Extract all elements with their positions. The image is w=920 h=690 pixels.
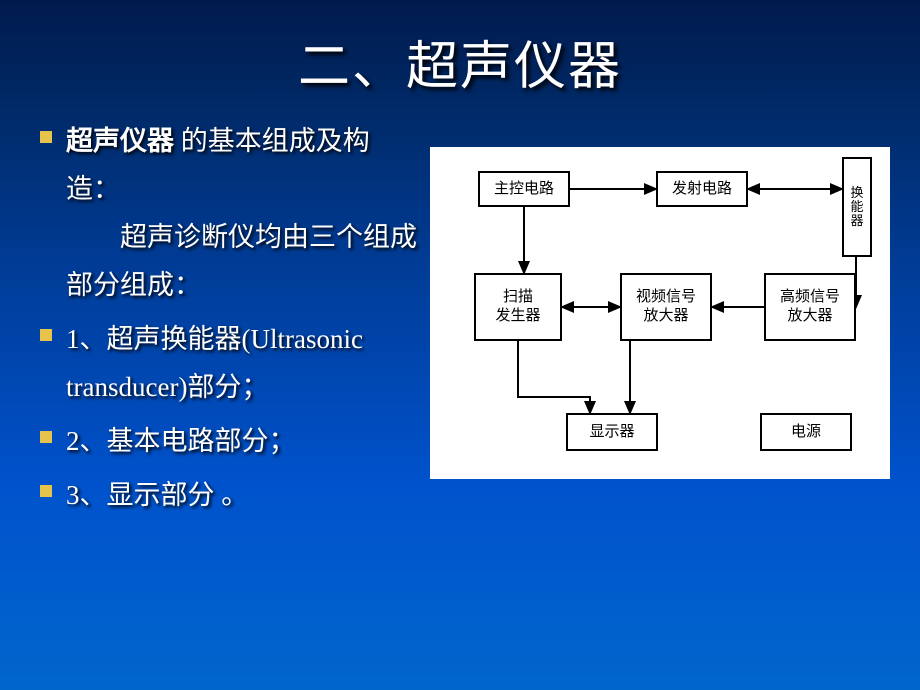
slide: 二、超声仪器 超声仪器 的基本组成及构造：超声诊断仪均由三个组成部分组成：1、超… (0, 0, 920, 690)
bullet-text: 超声仪器 的基本组成及构造：超声诊断仪均由三个组成部分组成： (66, 117, 420, 309)
bullet-icon (40, 431, 52, 443)
node-tx_circ: 发射电路 (656, 171, 748, 207)
bullet-icon (40, 485, 52, 497)
bullet-text: 1、超声换能器(Ultrasonic transducer)部分； (66, 315, 420, 411)
bullet-text: 2、基本电路部分； (66, 417, 296, 465)
bullet-item: 2、基本电路部分； (40, 417, 420, 465)
node-power: 电源 (760, 413, 852, 451)
node-scan_gen: 扫描发生器 (474, 273, 562, 341)
node-transducer: 换能器 (842, 157, 872, 257)
bullet-item: 超声仪器 的基本组成及构造：超声诊断仪均由三个组成部分组成： (40, 117, 420, 309)
bullet-icon (40, 329, 52, 341)
bullet-icon (40, 131, 52, 143)
bullet-list: 超声仪器 的基本组成及构造：超声诊断仪均由三个组成部分组成：1、超声换能器(Ul… (40, 117, 420, 525)
node-vid_amp: 视频信号放大器 (620, 273, 712, 341)
bullet-text: 3、显示部分 。 (66, 471, 248, 519)
node-main_ctrl: 主控电路 (478, 171, 570, 207)
content-row: 超声仪器 的基本组成及构造：超声诊断仪均由三个组成部分组成：1、超声换能器(Ul… (0, 99, 920, 525)
block-diagram: 主控电路 发射电路 换能器扫描发生器视频信号放大器高频信号放大器显示器 电源 (430, 147, 890, 479)
bullet-item: 3、显示部分 。 (40, 471, 420, 519)
slide-title: 二、超声仪器 (0, 0, 920, 99)
bullet-item: 1、超声换能器(Ultrasonic transducer)部分； (40, 315, 420, 411)
diagram-container: 主控电路 发射电路 换能器扫描发生器视频信号放大器高频信号放大器显示器 电源 (420, 117, 900, 525)
node-hf_amp: 高频信号放大器 (764, 273, 856, 341)
node-display: 显示器 (566, 413, 658, 451)
